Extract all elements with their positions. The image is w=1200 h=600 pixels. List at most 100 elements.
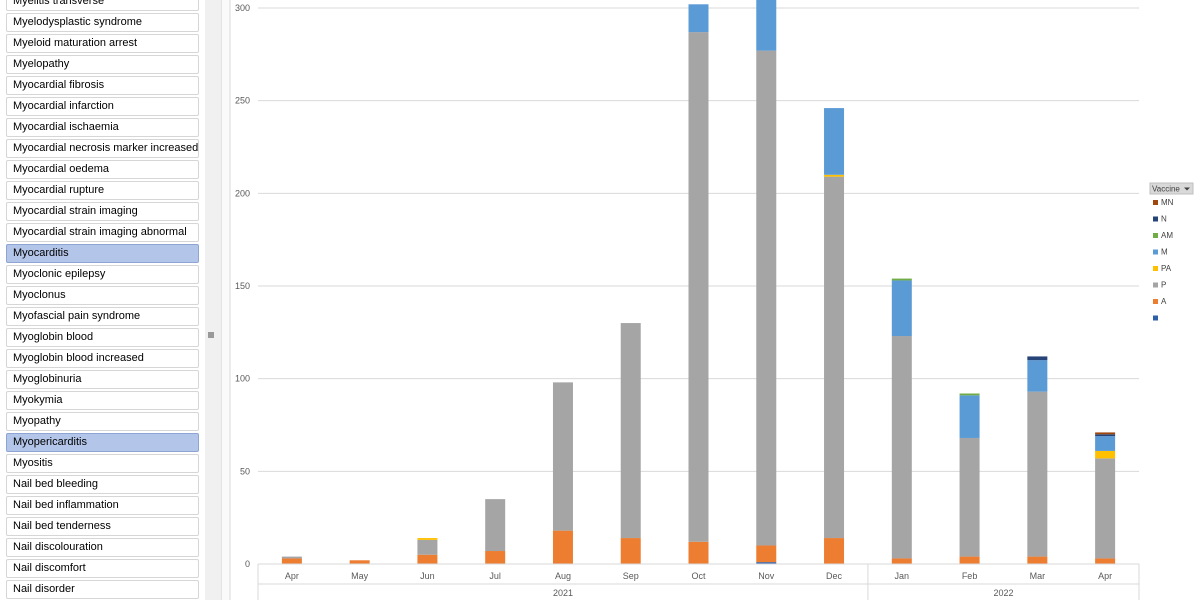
bar-segment <box>1095 436 1116 451</box>
x-tick-label: Jul <box>489 571 501 581</box>
slicer-item[interactable]: Myoglobinuria <box>6 370 199 389</box>
bar-segment <box>891 280 912 337</box>
x-tick-label: Oct <box>691 571 706 581</box>
x-tick-label: Feb <box>962 571 978 581</box>
bar-segment <box>688 32 709 542</box>
slicer-item[interactable]: Nail bed tenderness <box>6 517 199 536</box>
slicer-item[interactable]: Myopericarditis <box>6 433 199 452</box>
legend-swatch <box>1153 315 1158 321</box>
resize-grip-icon[interactable] <box>208 332 214 338</box>
slicer-item[interactable]: Myelodysplastic syndrome <box>6 13 199 32</box>
slicer-item[interactable]: Myelopathy <box>6 55 199 74</box>
bar-segment <box>281 558 302 564</box>
x-tick-label: May <box>351 571 369 581</box>
slicer-item[interactable]: Nail disorder <box>6 580 199 599</box>
slicer-item[interactable]: Myocardial strain imaging abnormal <box>6 223 199 242</box>
legend: Vaccine MN N AM M PA PA <box>1149 182 1194 321</box>
bar-segment <box>417 538 438 540</box>
slicer-item[interactable]: Myoglobin blood <box>6 328 199 347</box>
bar-segment <box>1027 391 1048 557</box>
legend-label: P <box>1161 281 1166 290</box>
bar-segment <box>1095 434 1116 437</box>
bar-segment <box>349 560 370 564</box>
legend-title: Vaccine <box>1152 185 1180 194</box>
dropdown-arrow-icon[interactable] <box>1184 187 1190 191</box>
legend-label: N <box>1161 215 1167 224</box>
legend-filter-button[interactable] <box>1149 182 1194 195</box>
bar-segment <box>891 558 912 564</box>
x-group-label: 2022 <box>993 588 1013 598</box>
slicer-item[interactable]: Myeloid maturation arrest <box>6 34 199 53</box>
legend-swatch <box>1153 233 1158 238</box>
slicer-item[interactable]: Myelitis transverse <box>6 0 199 11</box>
pane-divider[interactable] <box>205 0 221 600</box>
bar-segment <box>824 176 845 539</box>
slicer-panel: Myelitis transverse Myelodysplastic syndr… <box>0 0 205 600</box>
bar-segment <box>281 556 302 559</box>
bar-segment <box>485 499 506 552</box>
slicer-item[interactable]: Myocardial strain imaging <box>6 202 199 221</box>
bar-segment <box>1095 458 1116 559</box>
slicer-item[interactable]: Nail bed bleeding <box>6 475 199 494</box>
bar-segment <box>620 538 641 564</box>
bar-segment <box>824 538 845 564</box>
slicer-item[interactable]: Myocardial infarction <box>6 97 199 116</box>
slicer-item[interactable]: Myoglobin blood increased <box>6 349 199 368</box>
x-tick-label: Apr <box>285 571 299 581</box>
x-tick-label: Jan <box>895 571 910 581</box>
bar-segment <box>891 336 912 559</box>
slicer-item[interactable]: Myopathy <box>6 412 199 431</box>
legend-swatch <box>1153 200 1158 205</box>
legend-label: A <box>1161 297 1167 306</box>
bar-segment <box>552 530 573 564</box>
slicer-item[interactable]: Nail discomfort <box>6 559 199 578</box>
bar-segment <box>959 437 980 557</box>
slicer-item[interactable]: Myocardial oedema <box>6 160 199 179</box>
x-tick-label: Nov <box>758 571 775 581</box>
bar-segment <box>1027 360 1048 392</box>
legend-swatch <box>1153 266 1158 271</box>
legend-label: MN <box>1161 198 1174 207</box>
x-tick-label: Jun <box>420 571 435 581</box>
legend-swatch <box>1153 299 1158 304</box>
legend-swatch <box>1153 249 1158 255</box>
bar-segment <box>620 323 641 539</box>
slicer-item[interactable]: Myokymia <box>6 391 199 410</box>
bar-segment <box>417 539 438 555</box>
bar-segment <box>959 393 980 396</box>
bar-segment <box>1095 450 1116 459</box>
bar-segment <box>891 278 912 281</box>
bar-segment <box>824 108 845 175</box>
slicer-item[interactable]: Nail discolouration <box>6 538 199 557</box>
bar-segment <box>756 50 777 546</box>
slicer-item[interactable]: Myoclonic epilepsy <box>6 265 199 284</box>
bar-segment <box>756 0 777 51</box>
slicer-item[interactable]: Myocardial rupture <box>6 181 199 200</box>
bar-segment <box>756 562 777 564</box>
legend-label: AM <box>1161 231 1173 240</box>
bar-segment <box>756 545 777 563</box>
bar-segment <box>824 174 845 177</box>
slicer-item[interactable]: Myoclonus <box>6 286 199 305</box>
bar-segment <box>959 556 980 564</box>
x-tick-label: Sep <box>623 571 639 581</box>
x-group-label: 2021 <box>553 588 573 598</box>
bar-segment <box>485 551 506 564</box>
x-tick-label: Apr <box>1098 571 1112 581</box>
bar-segment <box>552 382 573 531</box>
slicer-item[interactable]: Myofascial pain syndrome <box>6 307 199 326</box>
slicer-item[interactable]: Myocardial fibrosis <box>6 76 199 95</box>
y-tick-label: 50 <box>240 466 250 476</box>
x-tick-label: Mar <box>1030 571 1046 581</box>
slicer-item[interactable]: Myocarditis <box>6 244 199 263</box>
slicer-item[interactable]: Myositis <box>6 454 199 473</box>
y-tick-label: 100 <box>235 374 250 384</box>
slicer-item[interactable]: Nail bed inflammation <box>6 496 199 515</box>
slicer-item[interactable]: Myocardial necrosis marker increased <box>6 139 199 158</box>
y-tick-label: 150 <box>235 281 250 291</box>
bars <box>281 0 1116 564</box>
slicer-item[interactable]: Myocardial ischaemia <box>6 118 199 137</box>
legend-swatch <box>1153 282 1158 288</box>
y-tick-label: 250 <box>235 96 250 106</box>
